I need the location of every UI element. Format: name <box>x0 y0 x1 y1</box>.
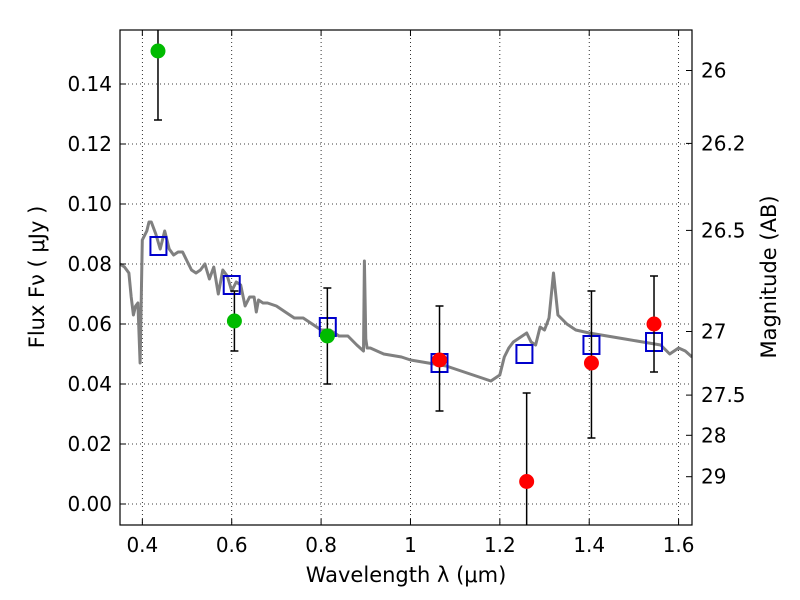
right-tick-label: 29 <box>701 465 726 489</box>
plot-layer <box>120 30 692 525</box>
x-tick-label: 1 <box>404 533 417 557</box>
x-tick-label: 0.6 <box>216 533 248 557</box>
grid-layer <box>120 30 692 525</box>
x-axis-label: Wavelength λ (μm) <box>306 563 507 587</box>
y-axis-label: Flux Fν ( μJy ) <box>25 206 49 349</box>
x-tick-label: 0.8 <box>305 533 337 557</box>
right-tick-label: 26.2 <box>701 131 746 155</box>
data-point <box>319 328 335 344</box>
y-tick-label: 0.00 <box>67 492 112 516</box>
data-point <box>150 43 166 59</box>
y-tick-label: 0.10 <box>67 192 112 216</box>
x-tick-label: 1.2 <box>484 533 516 557</box>
right-tick-label: 27 <box>701 320 726 344</box>
data-point <box>519 474 535 489</box>
y-tick-label: 0.12 <box>67 132 112 156</box>
plot-frame <box>119 29 693 526</box>
model-band-square <box>515 344 534 364</box>
x-tick-label: 0.4 <box>126 533 158 557</box>
data-point <box>432 352 448 368</box>
y-tick-label: 0.08 <box>67 252 112 276</box>
right-tick-label: 26.5 <box>701 218 746 242</box>
data-point <box>226 313 242 329</box>
x-tick-label: 1.6 <box>663 533 695 557</box>
right-tick-label: 28 <box>701 423 726 447</box>
data-point <box>646 316 662 332</box>
data-point <box>583 355 599 371</box>
model-band-square <box>222 275 241 295</box>
y-tick-label: 0.14 <box>67 72 112 96</box>
model-band-square <box>149 236 168 256</box>
tick-layer: 0.4 0.6 0.8 1 1.2 1.4 1.6 0.00 0.02 0.04 0.06 0.08 0… <box>67 30 746 557</box>
y-tick-label: 0.06 <box>67 312 112 336</box>
y-tick-label: 0.02 <box>67 432 112 456</box>
y-tick-label: 0.04 <box>67 372 112 396</box>
right-tick-label: 26 <box>701 59 726 83</box>
right-tick-label: 27.5 <box>701 383 746 407</box>
right-axis-label: Magnitude (AB) <box>757 195 781 358</box>
model-spectrum-line <box>120 220 692 383</box>
x-tick-label: 1.4 <box>573 533 605 557</box>
